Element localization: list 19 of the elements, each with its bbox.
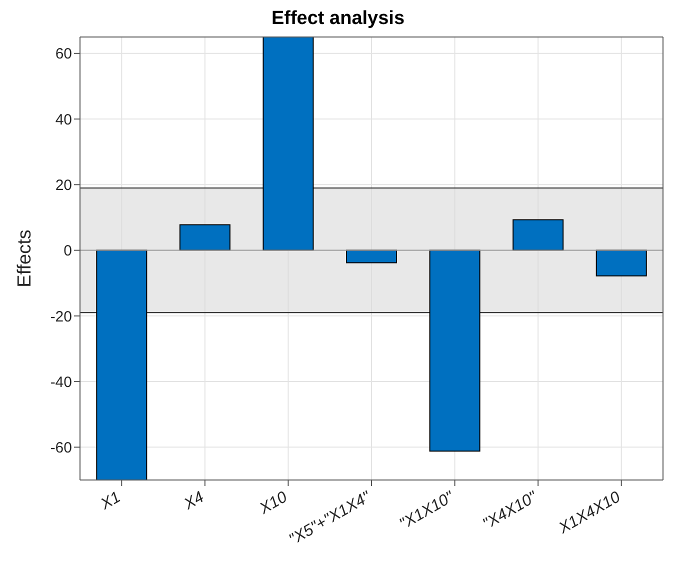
y-tick-label: 20 [55,176,72,194]
y-axis-title: Effects [14,230,36,288]
y-tick-label: -60 [50,440,72,457]
bar [346,250,398,264]
y-tick-label: 0 [64,242,72,260]
bar [96,250,148,480]
bar [429,250,480,452]
y-tick-label: -20 [50,308,72,326]
x-tick-label: X10 [256,488,290,518]
bar [512,219,564,251]
y-tick-label: -40 [50,374,72,391]
bar [179,224,230,251]
x-tick-label: X1 [97,488,124,514]
y-tick-label: 60 [55,46,72,63]
y-tick-label: 40 [55,111,72,128]
bar [262,37,314,251]
x-tick-label: X4 [180,488,208,514]
chart-title: Effect analysis [270,8,406,30]
bar [596,250,647,276]
